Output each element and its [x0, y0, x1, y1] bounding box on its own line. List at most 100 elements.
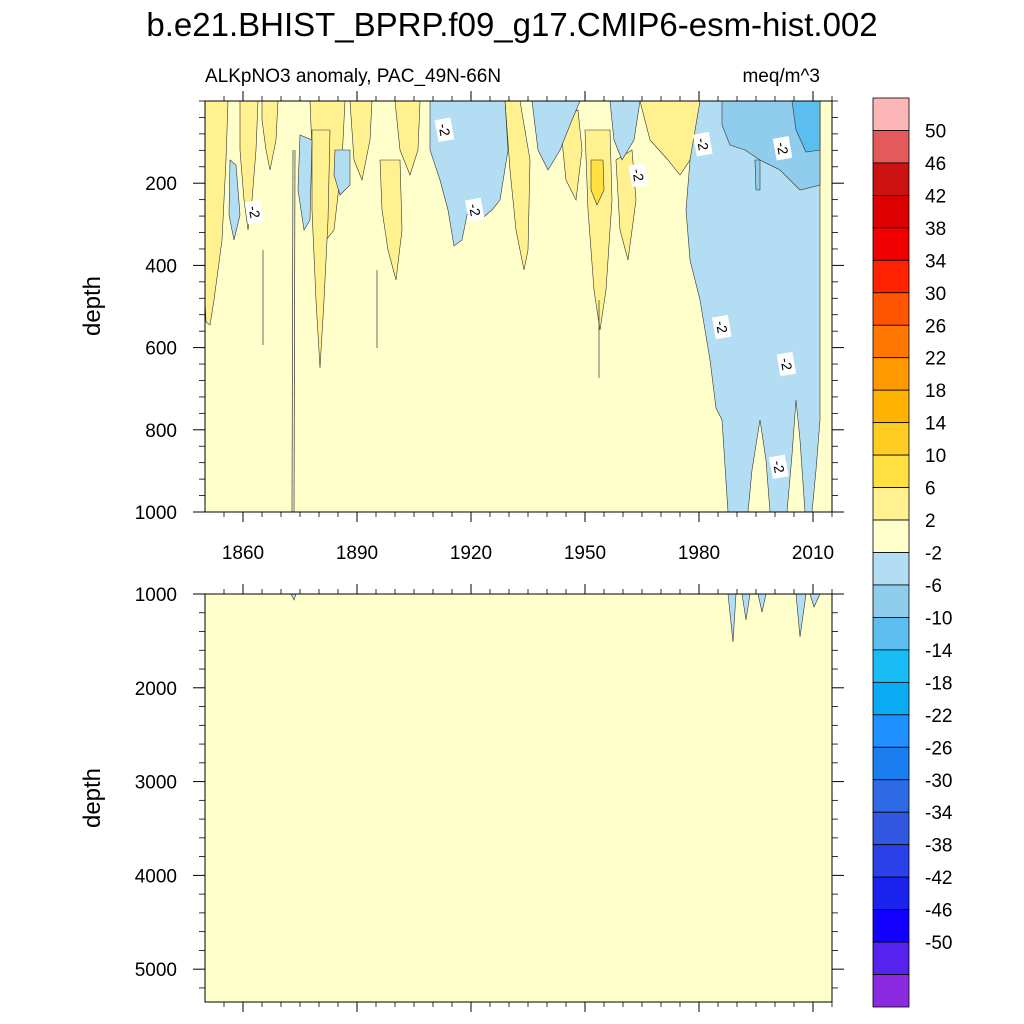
contour-label-text: -2: [777, 357, 795, 372]
chart-subtitle-left: ALKpNO3 anomaly, PAC_49N-66N: [205, 66, 501, 87]
negative-region-late-main: [685, 100, 821, 513]
contour-label-text: -2: [466, 202, 484, 217]
upper-contour-labels: -2 -2 -2 -2 -2 -2 -2 -2 -2: [244, 117, 797, 480]
colorbar-label-10: 10: [925, 446, 946, 467]
positive-patch-7: [379, 159, 403, 281]
contour-label-5: -2: [712, 314, 732, 340]
lower-y-tick-label-1: 2000: [135, 679, 177, 700]
upper-y-tick-label-1: 400: [145, 256, 177, 277]
colorbar-label-24: -46: [925, 901, 952, 922]
lower-y-tick-label-2: 3000: [135, 773, 177, 794]
contour-label-bg: [772, 136, 793, 161]
contour-label-text: -2: [245, 204, 263, 219]
upper-y-axis-label: depth: [79, 276, 106, 336]
colorbar-box-15: [872, 584, 910, 618]
contour-line-b: [293, 149, 296, 513]
contour-label-text: -2: [694, 137, 712, 152]
lower-negative-anomaly-region: [290, 593, 821, 643]
upper-y-tick-label-3: 800: [145, 421, 177, 442]
colorbar-label-16: -14: [925, 641, 953, 662]
colorbar-box-19: [872, 714, 910, 748]
colorbar-box-0: [872, 97, 910, 131]
colorbar-label-19: -26: [925, 738, 952, 759]
colorbar-box-16: [872, 617, 910, 651]
lower-y-tick-label-3: 4000: [135, 866, 177, 887]
colorbar-label-15: -10: [925, 608, 952, 629]
colorbar-box-4: [872, 227, 910, 261]
colorbar-label-3: 38: [925, 219, 946, 240]
colorbar-box-1: [872, 130, 910, 164]
colorbar-label-17: -18: [925, 673, 952, 694]
colorbar-label-21: -34: [925, 803, 953, 824]
upper-y-tick-label-0: 200: [145, 174, 177, 195]
contour-label-2: -2: [465, 197, 485, 223]
lower-y-axis-label: depth: [79, 768, 106, 828]
contour-label-6: -2: [772, 136, 793, 161]
chart-subtitle-right: meq/m^3: [742, 66, 820, 87]
positive-patch-strong-1: [590, 159, 605, 206]
lower-plot-frame: [204, 593, 833, 1003]
colorbar-box-18: [872, 681, 910, 716]
negative-finger-late: [754, 159, 761, 191]
upper-y-tick-labels: 200 400 600 800 1000: [135, 174, 177, 524]
colorbar-label-13: -2: [925, 544, 942, 565]
lower-y-tick-label-4: 5000: [135, 960, 177, 981]
colorbar-labels: 50 46 42 38 34 30 26 22 18 14 10 6 2 -2 -6 -10 -14 -18 -22…: [925, 121, 953, 954]
contour-label-bg: [769, 454, 789, 480]
x-tick-label-2: 1920: [450, 543, 492, 564]
contour-label-bg: [628, 162, 648, 188]
colorbar-box-23: [872, 844, 910, 878]
positive-patch-9: [504, 100, 531, 271]
upper-positive-anomaly-region: [204, 100, 701, 369]
colorbar-box-9: [872, 389, 910, 424]
colorbar-label-11: 6: [925, 479, 936, 500]
contour-label-0: -2: [244, 199, 265, 225]
upper-panel: -2 -2 -2 -2 -2 -2 -2 -2 -2 200 400 600 800 1000 1860…: [79, 91, 844, 564]
colorbar-box-7: [872, 324, 910, 359]
negative-patch-early-1: [228, 159, 241, 241]
colorbar-box-8: [872, 357, 910, 391]
contour-label-8: -2: [769, 454, 789, 480]
contour-label-bg: [244, 199, 265, 225]
contour-label-text: -2: [770, 459, 788, 474]
colorbar-box-21: [872, 779, 910, 813]
contour-label-bg: [712, 314, 732, 340]
colorbar-box-22: [872, 811, 910, 846]
colorbar-box-3: [872, 194, 910, 229]
lower-y-tick-labels: 1000 2000 3000 4000 5000: [135, 585, 177, 981]
colorbar-box-17: [872, 649, 910, 683]
contour-label-bg: [776, 351, 797, 377]
colorbar-box-5: [872, 259, 910, 294]
x-tick-label-3: 1950: [564, 543, 606, 564]
contour-label-bg: [693, 131, 713, 157]
contour-line-a: [291, 149, 294, 513]
contour-label-text: -2: [774, 141, 792, 156]
colorbar-box-25: [872, 909, 910, 943]
negative-patch-early-2: [297, 134, 313, 231]
colorbar-label-4: 34: [925, 251, 947, 272]
lower-background-field: [205, 594, 832, 1002]
upper-ticks: [193, 91, 844, 522]
contour-label-text: -2: [629, 167, 647, 182]
colorbar-label-6: 26: [925, 316, 946, 337]
colorbar-label-25: -50: [925, 933, 952, 954]
colorbar-label-23: -42: [925, 868, 952, 889]
colorbar-box-26: [872, 941, 910, 975]
colorbar-label-5: 30: [925, 284, 946, 305]
contour-label-1: -2: [434, 117, 455, 142]
contour-label-4: -2: [693, 131, 713, 157]
contour-label-bg: [434, 117, 455, 142]
colorbar-box-12: [872, 487, 910, 521]
colorbar-label-9: 14: [925, 414, 947, 435]
x-tick-label-4: 1980: [678, 543, 720, 564]
colorbar-label-1: 46: [925, 154, 946, 175]
colorbar-box-11: [872, 454, 910, 488]
positive-patch-5: [311, 129, 331, 369]
lower-y-tick-label-0: 1000: [135, 585, 177, 606]
contour-label-7: -2: [776, 351, 797, 377]
colorbar-box-6: [872, 292, 910, 326]
upper-y-tick-label-2: 600: [145, 339, 177, 360]
colorbar: [872, 97, 910, 1008]
colorbar-label-2: 42: [925, 186, 946, 207]
colorbar-box-13: [872, 519, 910, 553]
